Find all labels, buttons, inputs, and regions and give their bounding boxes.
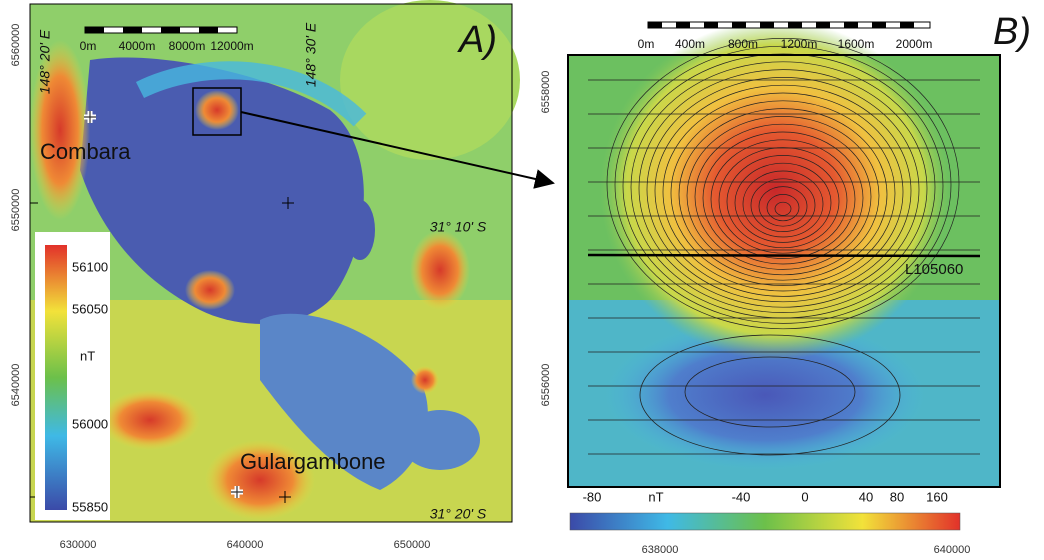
contour: [588, 255, 980, 256]
easting-label: 650000: [394, 539, 431, 551]
scale-label: 8000m: [169, 39, 206, 53]
scale-label: 4000m: [119, 39, 156, 53]
panel-label: A): [457, 19, 497, 61]
northing-label: 6540000: [10, 364, 22, 407]
easting-label: 638000: [642, 544, 679, 556]
map-b: [568, 20, 1000, 487]
easting-label: 630000: [60, 539, 97, 551]
scale-label: 800m: [728, 37, 758, 51]
scale-label: 2000m: [896, 37, 933, 51]
northing-label: 6560000: [10, 24, 22, 67]
colorbar-label: 80: [890, 489, 904, 504]
scale-label: 0m: [638, 37, 655, 51]
scale-label: 1600m: [838, 37, 875, 51]
colorbar-label: -80: [583, 489, 602, 504]
figure: A) 0m 4000m 8000m 12000m 148° 20' E 148°…: [0, 0, 1044, 560]
map-a: [30, 0, 553, 522]
place-label: Combara: [40, 139, 131, 164]
colorbar-label: 40: [859, 489, 873, 504]
colorbar-unit: nT: [648, 489, 663, 504]
easting-label: 640000: [934, 544, 971, 556]
longitude-label: 148° 30' E: [303, 22, 319, 87]
colorbar-label: 56050: [72, 301, 108, 316]
latitude-label: 31° 10' S: [430, 219, 487, 235]
place-label: Gulargambone: [240, 449, 386, 474]
scale-label: 12000m: [210, 39, 253, 53]
colorbar-label: -40: [732, 489, 751, 504]
colorbar-unit: nT: [80, 348, 95, 363]
panel-label: B): [993, 11, 1031, 53]
line-label: L105060: [905, 261, 963, 278]
colorbar-label: 56100: [72, 259, 108, 274]
scale-label: 400m: [675, 37, 705, 51]
northing-label: 6558000: [540, 71, 552, 114]
colorbar: [570, 513, 960, 530]
colorbar-label: 160: [926, 489, 948, 504]
colorbar-label: 55850: [72, 499, 108, 514]
northing-label: 6550000: [10, 189, 22, 232]
easting-label: 640000: [227, 539, 264, 551]
colorbar-label: 0: [801, 489, 808, 504]
scale-label: 1200m: [781, 37, 818, 51]
longitude-label: 148° 20' E: [37, 29, 53, 94]
colorbar-label: 56000: [72, 416, 108, 431]
northing-label: 6556000: [540, 364, 552, 407]
scale-label: 0m: [80, 39, 97, 53]
latitude-label: 31° 20' S: [430, 506, 487, 522]
